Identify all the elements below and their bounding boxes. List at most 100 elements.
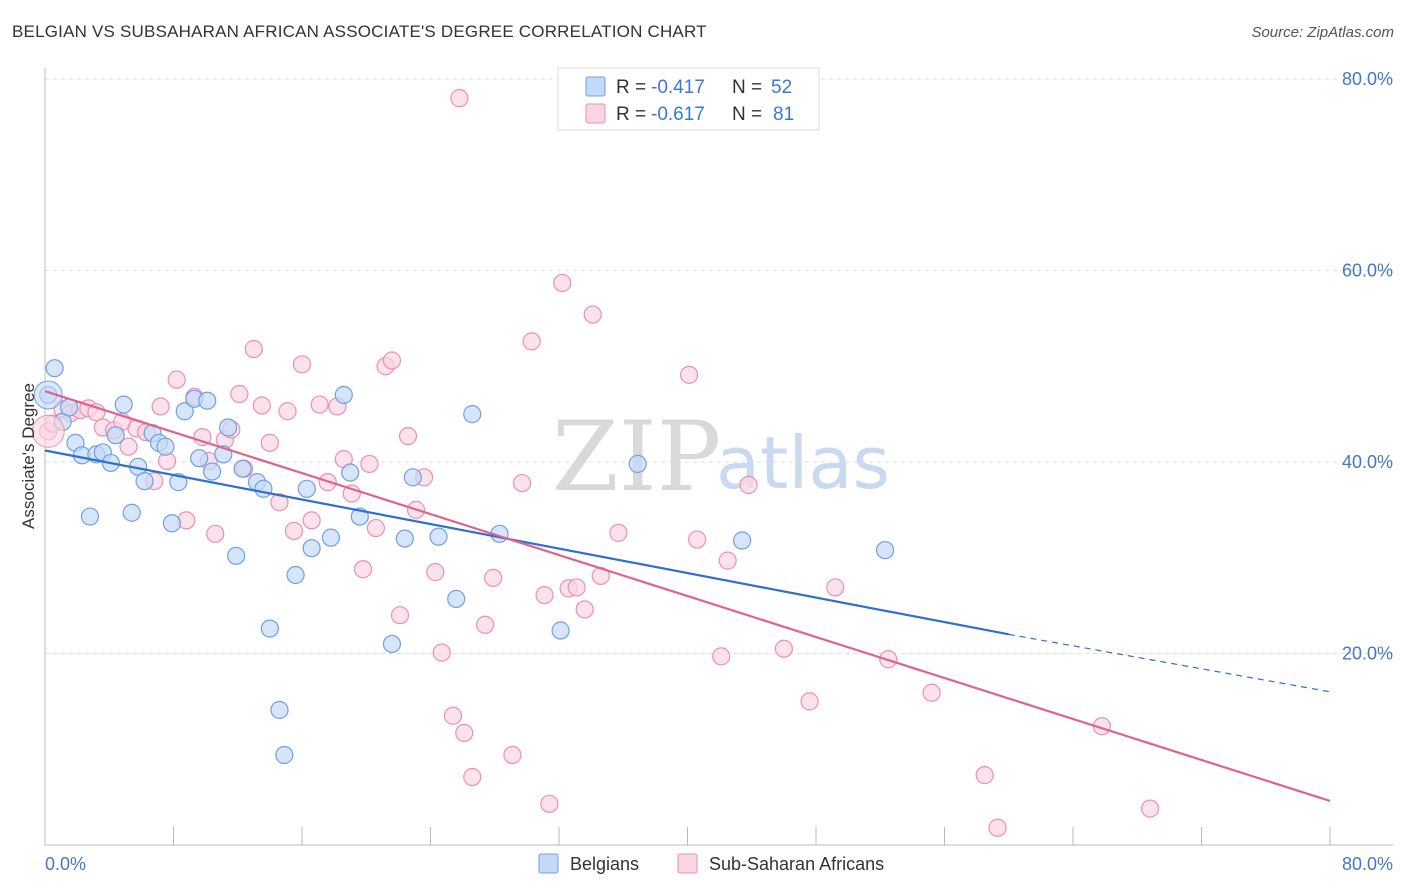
belgian-point xyxy=(628,454,647,474)
belgian-point xyxy=(395,529,414,548)
grid-lines xyxy=(45,78,1393,654)
subsaharan-point xyxy=(398,427,418,446)
subsaharan-point xyxy=(988,818,1007,837)
belgian-point xyxy=(286,565,305,585)
subsaharan-point xyxy=(284,521,304,541)
belgian-point xyxy=(551,621,570,640)
x-tick-label: 0.0% xyxy=(45,854,86,874)
belgian-point xyxy=(260,619,279,638)
legend-n-label: N = xyxy=(732,77,762,98)
subsaharan-point xyxy=(455,723,474,743)
subsaharan-point xyxy=(206,524,225,543)
legend-swatch-subsaharan xyxy=(585,103,606,124)
bottom-legend-belgians: Belgians xyxy=(570,854,639,874)
belgian-point xyxy=(270,700,289,720)
belgian-point xyxy=(190,449,209,468)
belgian-trend-extension xyxy=(1008,633,1331,693)
belgian-point xyxy=(156,437,175,456)
subsaharan-point xyxy=(535,585,554,605)
subsaharan-point xyxy=(119,437,138,456)
subsaharan-point xyxy=(310,395,329,414)
subsaharan-point xyxy=(193,428,212,447)
subsaharan-trend-line xyxy=(44,390,1331,803)
subsaharan-point xyxy=(583,305,602,324)
subsaharan-point xyxy=(360,454,379,474)
subsaharan-point xyxy=(31,414,65,448)
bottom-legend-subsaharan: Sub-Saharan Africans xyxy=(709,854,884,874)
subsaharan-point xyxy=(567,578,586,597)
y-tick-label: 20.0% xyxy=(1342,644,1393,664)
belgian-point xyxy=(341,463,360,482)
belgian-point xyxy=(45,359,64,378)
data-points xyxy=(31,89,1160,837)
belgian-point xyxy=(382,634,402,654)
y-axis-label: Associate's Degree xyxy=(19,383,38,529)
subsaharan-point xyxy=(252,396,271,415)
legend-r-label: R = xyxy=(616,77,646,98)
legend-n-label: N = xyxy=(732,104,762,125)
legend-n-value: 81 xyxy=(773,104,794,125)
subsaharan-point xyxy=(1140,799,1160,818)
belgian-point xyxy=(80,507,100,526)
bottom-legend-swatch-subsaharan xyxy=(677,853,698,874)
belgian-point xyxy=(175,402,194,421)
watermark-atlas: atlas xyxy=(716,421,890,505)
subsaharan-point xyxy=(463,767,482,787)
subsaharan-point xyxy=(540,794,559,813)
legend-r-label: R = xyxy=(616,104,646,125)
subsaharan-point xyxy=(230,384,249,404)
x-tick-label: 80.0% xyxy=(1342,854,1393,874)
axes xyxy=(44,68,1393,846)
subsaharan-point xyxy=(680,365,699,384)
subsaharan-point xyxy=(432,643,451,662)
subsaharan-point xyxy=(476,615,495,634)
belgian-point xyxy=(202,462,222,481)
subsaharan-point xyxy=(443,706,463,725)
legend-swatch-belgians xyxy=(585,76,606,97)
belgian-point xyxy=(122,503,141,522)
subsaharan-point xyxy=(450,89,469,108)
subsaharan-point xyxy=(975,766,994,785)
belgian-point xyxy=(227,546,246,565)
belgian-point xyxy=(875,540,895,560)
bottom-legend: Belgians Sub-Saharan Africans xyxy=(538,853,884,874)
belgian-point xyxy=(254,479,273,498)
belgian-point xyxy=(135,472,154,491)
belgian-point xyxy=(219,418,238,437)
legend-r-value: -0.417 xyxy=(651,77,705,98)
belgian-point xyxy=(198,391,217,410)
belgian-point xyxy=(733,531,752,550)
watermark: ZIP atlas xyxy=(552,401,890,513)
subsaharan-point xyxy=(270,493,289,512)
belgian-point xyxy=(302,539,321,558)
bottom-legend-swatch-belgians xyxy=(538,853,559,874)
belgian-point xyxy=(162,514,181,533)
subsaharan-point xyxy=(575,600,594,619)
belgian-point xyxy=(403,468,422,487)
subsaharan-point xyxy=(712,647,731,666)
subsaharan-point xyxy=(167,370,186,389)
subsaharan-point xyxy=(390,606,410,625)
subsaharan-point xyxy=(553,273,572,293)
belgian-point xyxy=(297,479,316,498)
trend-lines xyxy=(44,390,1331,803)
belgian-point xyxy=(334,385,353,405)
subsaharan-point xyxy=(826,578,845,597)
subsaharan-point xyxy=(292,355,312,374)
legend-n-value: 52 xyxy=(771,77,792,98)
y-tick-label: 60.0% xyxy=(1342,261,1393,281)
belgian-point xyxy=(447,589,466,609)
subsaharan-point xyxy=(922,683,941,702)
subsaharan-point xyxy=(244,339,263,359)
subsaharan-point xyxy=(260,433,279,452)
subsaharan-point xyxy=(522,332,541,351)
belgian-trend-line xyxy=(44,449,1009,636)
belgian-point xyxy=(463,405,482,424)
subsaharan-point xyxy=(739,475,758,495)
subsaharan-point xyxy=(800,692,819,711)
subsaharan-point xyxy=(609,523,628,542)
y-tick-label: 40.0% xyxy=(1342,452,1393,472)
subsaharan-point xyxy=(382,351,402,370)
subsaharan-point xyxy=(688,530,707,549)
